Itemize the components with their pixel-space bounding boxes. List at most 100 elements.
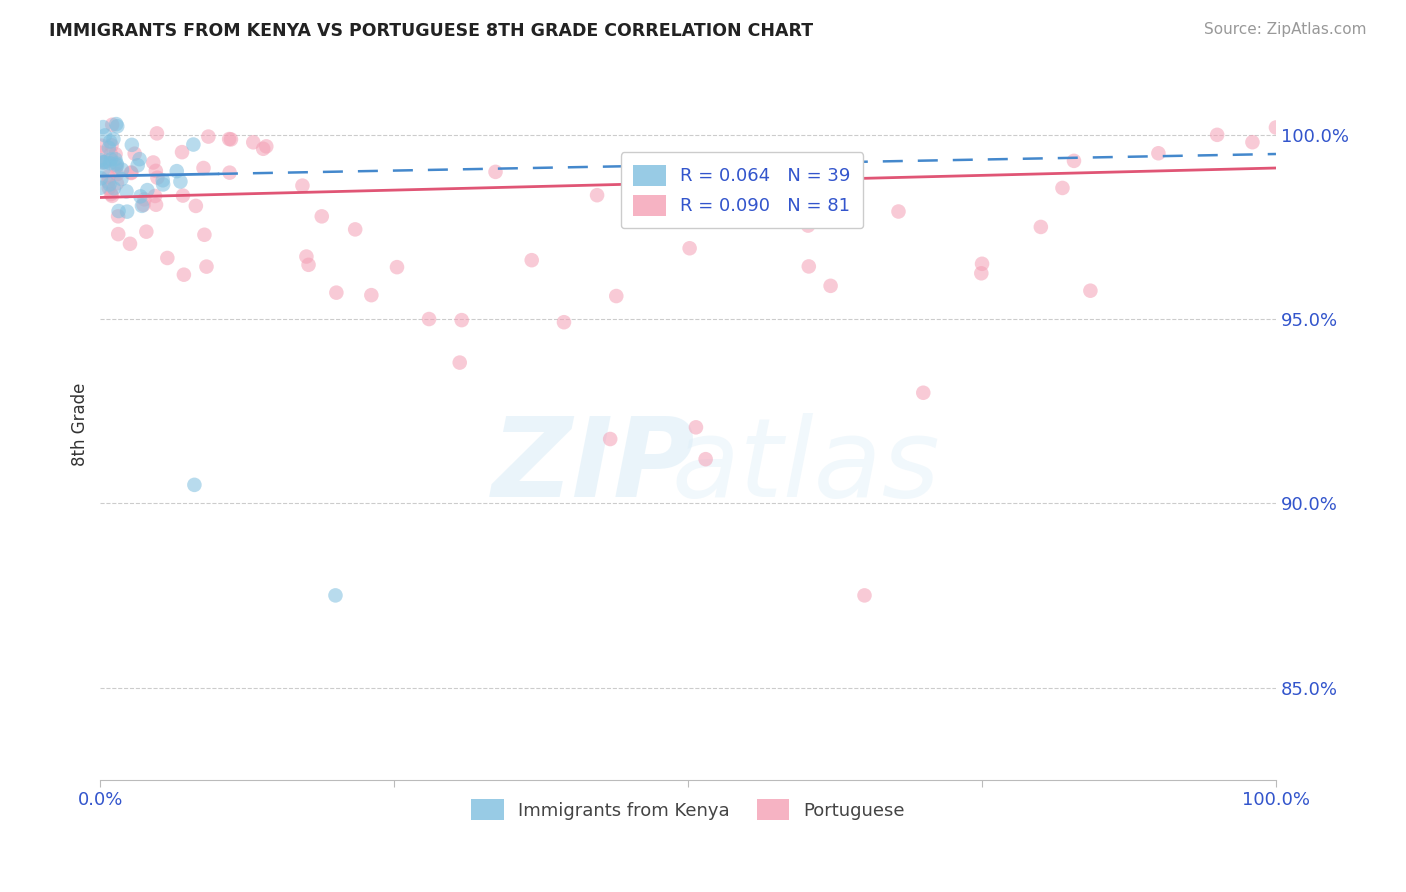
Point [110,172,132,186]
Point [124,146,146,161]
Point [105,176,128,190]
Point [100,187,122,202]
Point [449,355,471,369]
Point [105,167,128,181]
Point [98,178,121,192]
Point [1029,219,1052,234]
Point [94,155,117,169]
Point [853,588,876,602]
Point [484,165,506,179]
Point [105,117,128,131]
Point [101,118,124,132]
Point [115,185,138,199]
Point [385,260,408,274]
Point [94,128,117,143]
Point [678,241,700,255]
Point [146,127,169,141]
Point [100,138,122,153]
Point [107,204,129,219]
Point [97,181,120,195]
Point [120,165,142,179]
Point [970,257,993,271]
Point [100,147,122,161]
Point [219,132,242,146]
Point [91,163,114,178]
Point [132,198,155,212]
Point [418,312,440,326]
Point [97,141,120,155]
Point [1265,120,1288,135]
Point [91,155,114,169]
Point [107,227,129,241]
Y-axis label: 8th Grade: 8th Grade [72,383,89,466]
Point [111,162,134,177]
Point [297,258,319,272]
Point [97,169,120,184]
Point [295,250,318,264]
Point [1241,135,1264,149]
Point [105,120,128,134]
Point [100,153,122,167]
Point [242,136,264,150]
Point [183,137,205,152]
Point [128,152,150,166]
Point [1052,181,1074,195]
Point [104,147,127,161]
Point [166,164,188,178]
Point [105,158,128,172]
Point [156,251,179,265]
Point [136,183,159,197]
Point [586,188,609,202]
Point [450,313,472,327]
Point [553,315,575,329]
Point [169,175,191,189]
Point [127,158,149,172]
Point [89,181,111,195]
Point [146,170,169,185]
Point [797,219,820,233]
Point [145,164,167,178]
Point [97,175,120,189]
Legend: Immigrants from Kenya, Portuguese: Immigrants from Kenya, Portuguese [457,785,920,835]
Point [520,253,543,268]
Point [152,173,174,187]
Point [695,452,717,467]
Point [360,288,382,302]
Point [98,156,121,170]
Point [145,198,167,212]
Point [103,181,125,195]
Point [605,289,627,303]
Point [129,189,152,203]
Point [90,145,112,160]
Point [143,189,166,203]
Point [887,204,910,219]
Point [1206,128,1229,142]
Point [103,132,125,146]
Text: Source: ZipAtlas.com: Source: ZipAtlas.com [1204,22,1367,37]
Point [311,210,333,224]
Point [121,137,143,152]
Point [912,385,935,400]
Point [107,209,129,223]
Text: atlas: atlas [672,413,941,520]
Point [1080,284,1102,298]
Point [193,161,215,175]
Point [325,588,347,602]
Point [218,132,240,146]
Point [195,260,218,274]
Point [1147,146,1170,161]
Point [142,155,165,169]
Point [172,188,194,202]
Point [134,192,156,206]
Point [184,199,207,213]
Point [118,236,141,251]
Point [173,268,195,282]
Point [254,139,277,153]
Point [820,278,842,293]
Point [218,166,240,180]
Point [135,225,157,239]
Point [1063,153,1085,168]
Point [90,171,112,186]
Point [131,199,153,213]
Point [90,138,112,153]
